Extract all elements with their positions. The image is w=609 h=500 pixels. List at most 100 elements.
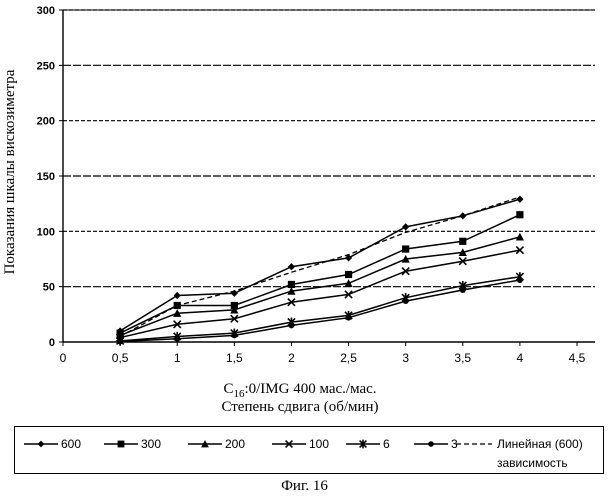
data-point-3 — [231, 332, 238, 339]
legend-swatch-100 — [272, 440, 306, 448]
legend-marker-600 — [37, 440, 45, 448]
legend-swatch-trendline — [456, 443, 492, 445]
legend-label: 200 — [225, 437, 246, 451]
series-lines — [119, 196, 521, 343]
y-tick-label: 200 — [37, 116, 55, 128]
x-axis-label-line2: Степень сдвига (об/мин) — [221, 399, 379, 415]
data-point-3 — [459, 286, 466, 293]
data-point-3 — [174, 335, 181, 342]
legend-label: 300 — [141, 437, 162, 451]
data-point-300 — [173, 301, 181, 310]
x-tick-label: 4 — [517, 351, 524, 365]
series-line-6 — [120, 275, 521, 342]
data-point-300 — [344, 270, 353, 279]
x-tick-label: 3,5 — [454, 351, 471, 365]
x-tick-label: 2,5 — [340, 351, 357, 365]
grid-lines — [63, 9, 595, 288]
data-point-200 — [230, 305, 239, 314]
legend-marker-200 — [201, 440, 209, 448]
series-line-600 — [119, 198, 521, 332]
legend-item-100: 100 — [271, 437, 329, 451]
data-point-600 — [402, 223, 410, 231]
x-tick-label: 0 — [60, 351, 67, 365]
x-tick-label: 1 — [174, 351, 181, 365]
legend-swatch-300 — [104, 440, 138, 448]
legend-label: 600 — [61, 437, 82, 451]
data-point-3 — [516, 277, 523, 284]
legend-label: 3 — [451, 437, 458, 451]
data-point-200 — [458, 248, 467, 256]
data-point-100 — [515, 245, 525, 255]
legend-marker-100 — [285, 440, 293, 448]
data-point-200 — [173, 309, 182, 317]
data-point-3 — [288, 322, 295, 329]
x-tick-label: 1,5 — [226, 351, 243, 365]
legend-swatch-200 — [188, 440, 222, 448]
legend-label-trendline: Линейная (600) — [497, 437, 583, 451]
data-point-600 — [287, 263, 296, 271]
legend-marker-6 — [359, 439, 367, 449]
data-point-200 — [344, 279, 353, 287]
data-point-3 — [117, 338, 124, 345]
legend-item-300: 300 — [103, 437, 161, 451]
legend-item-6: 6 — [345, 437, 390, 451]
chart-plot: 0 50 100 150 200 250 300 0 0,5 1 1,5 2 2,5 3 3,5 4 4,5 — [37, 5, 595, 365]
y-tick-label: 300 — [37, 5, 55, 17]
y-tick-label: 50 — [43, 282, 55, 294]
data-point-600 — [344, 254, 353, 262]
axes — [59, 9, 595, 346]
data-point-100 — [230, 314, 239, 323]
legend-item-600: 600 — [23, 437, 81, 451]
data-point-100 — [287, 297, 296, 307]
x-tick-label: 0,5 — [112, 351, 129, 365]
trendline-linear-600 — [119, 196, 521, 338]
data-point-100 — [344, 290, 353, 299]
data-point-300 — [230, 301, 238, 310]
data-point-100 — [401, 267, 410, 276]
data-point-3 — [345, 314, 352, 321]
data-point-300 — [516, 211, 524, 219]
legend-label-trendline-line2: зависимость — [497, 456, 568, 470]
x-tick-label: 4,5 — [569, 351, 586, 365]
legend-swatch-3 — [414, 441, 448, 447]
legend-marker-300 — [117, 440, 125, 448]
data-point-100 — [173, 320, 182, 329]
data-point-300 — [287, 280, 296, 289]
series-line-3 — [120, 279, 521, 343]
legend-label: 100 — [309, 437, 330, 451]
x-axis-label-line1: С16:0/IMG 400 мас./мас. — [223, 381, 377, 400]
data-point-200 — [515, 232, 524, 241]
legend: 600 300 200 100 6 3 Линейная (600) зависимость — [14, 426, 604, 474]
legend-item-trendline: Линейная (600) — [455, 437, 583, 451]
tick-labels: 0 50 100 150 200 250 300 0 0,5 1 1,5 2 2,5 3 3,5 4 4,5 — [37, 5, 586, 365]
data-point-100 — [458, 257, 467, 266]
data-point-300 — [402, 245, 410, 253]
y-axis-label: Показания шкалы вискозиметра — [2, 69, 18, 275]
series-markers — [115, 195, 525, 346]
legend-swatch-6 — [346, 439, 380, 449]
y-tick-label: 250 — [37, 60, 55, 72]
legend-item-200: 200 — [187, 437, 245, 451]
y-tick-label: 100 — [37, 226, 55, 238]
legend-marker-3 — [428, 441, 434, 447]
data-point-600 — [516, 195, 524, 203]
data-point-200 — [116, 331, 125, 339]
data-point-200 — [401, 254, 410, 263]
data-point-600 — [459, 212, 467, 220]
series-line-200 — [119, 236, 521, 337]
series-line-300 — [119, 214, 521, 334]
data-point-300 — [459, 237, 467, 245]
series-line-100 — [119, 249, 521, 339]
y-tick-label: 150 — [37, 171, 55, 183]
y-tick-label: 0 — [49, 337, 55, 349]
data-point-600 — [173, 291, 181, 300]
x-tick-label: 3 — [402, 351, 409, 365]
data-point-3 — [402, 298, 409, 305]
data-point-200 — [287, 286, 296, 295]
legend-swatch-600 — [24, 440, 58, 448]
data-point-600 — [230, 289, 238, 297]
figure-caption: Фиг. 16 — [281, 478, 328, 494]
legend-label: 6 — [383, 437, 390, 451]
x-tick-label: 2 — [288, 351, 295, 365]
